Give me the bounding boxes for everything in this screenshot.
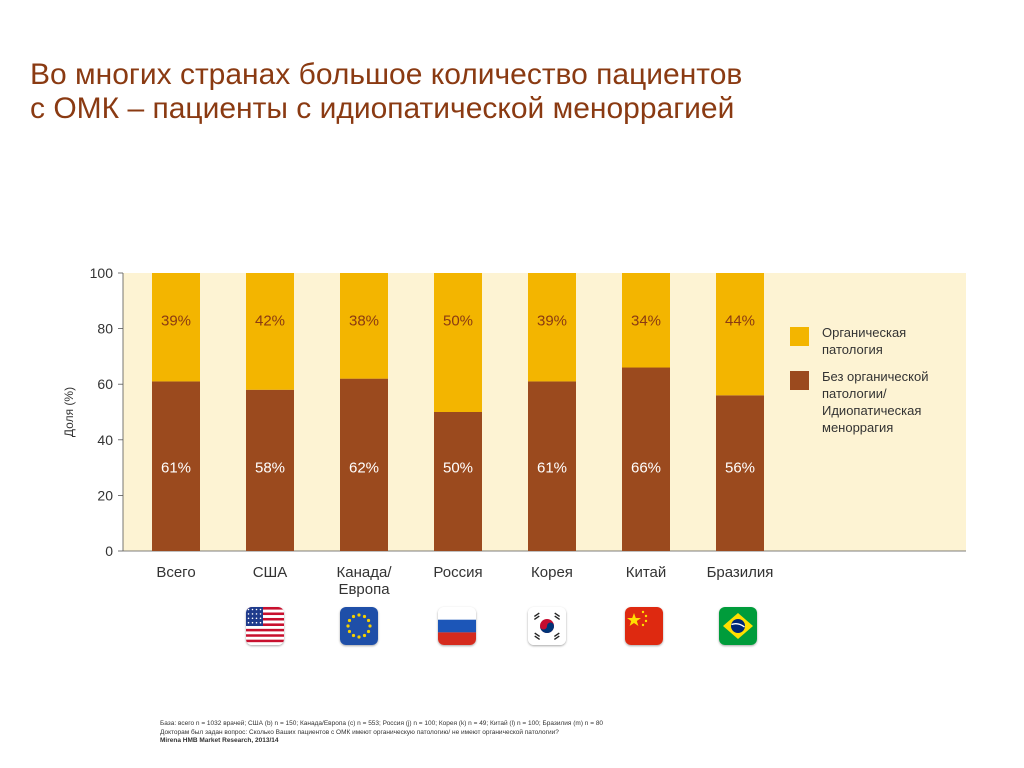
- data-label-idiopathic: 58%: [255, 460, 285, 477]
- korea-flag-icon: [528, 607, 566, 645]
- legend-swatch-idiopathic: [790, 371, 809, 390]
- bar-organic: [622, 273, 670, 368]
- bar-organic: [528, 273, 576, 382]
- legend-label: Без органической: [822, 369, 928, 384]
- legend-label: патологии/: [822, 386, 887, 401]
- data-label-idiopathic: 61%: [537, 460, 567, 477]
- legend-swatch-organic: [790, 327, 809, 346]
- x-tick-label: Бразилия: [707, 564, 774, 581]
- bar-idiopathic: [528, 381, 576, 551]
- x-tick-label: Россия: [433, 564, 482, 581]
- data-label-organic: 39%: [537, 312, 567, 329]
- x-tick-label: Канада/: [337, 564, 393, 581]
- data-label-idiopathic: 56%: [725, 460, 755, 477]
- bar-idiopathic: [716, 395, 764, 551]
- bar-organic: [434, 273, 482, 412]
- x-tick-label: Всего: [156, 564, 195, 581]
- brazil-flag-icon: [719, 607, 757, 645]
- page-title: Во многих странах большое количество пац…: [30, 58, 930, 126]
- bar-idiopathic: [340, 378, 388, 551]
- footnote: База: всего n = 1032 врачей; США (b) n =…: [160, 720, 860, 746]
- data-label-idiopathic: 50%: [443, 460, 473, 477]
- footnote-base: База: всего n = 1032 врачей; США (b) n =…: [160, 720, 604, 727]
- data-label-organic: 34%: [631, 312, 661, 329]
- legend-label: патология: [822, 342, 883, 357]
- bar-idiopathic: [246, 389, 294, 551]
- russia-flag-icon: [438, 607, 476, 645]
- bar-organic: [716, 273, 764, 396]
- bar-idiopathic: [434, 412, 482, 551]
- data-label-organic: 44%: [725, 312, 755, 329]
- y-tick-label: 40: [97, 432, 113, 448]
- y-axis-label: Доля (%): [62, 387, 76, 437]
- title-line-1: Во многих странах большое количество пац…: [30, 58, 743, 91]
- title-line-2: с ОМК – пациенты с идиопатической менорр…: [30, 92, 735, 125]
- legend-label: Органическая: [822, 325, 906, 340]
- x-tick-label: США: [253, 564, 288, 581]
- data-label-idiopathic: 66%: [631, 460, 661, 477]
- bar-organic: [246, 273, 294, 390]
- y-tick-label: 0: [105, 543, 113, 559]
- x-tick-label: Корея: [531, 564, 573, 581]
- y-tick-label: 100: [90, 265, 114, 281]
- data-label-organic: 39%: [161, 312, 191, 329]
- y-tick-label: 80: [97, 321, 113, 337]
- legend-label: меноррагия: [822, 420, 893, 435]
- legend-label: Идиопатическая: [822, 403, 921, 418]
- y-tick-label: 20: [97, 487, 113, 503]
- usa-flag-icon: [246, 607, 284, 645]
- y-tick-label: 60: [97, 376, 113, 392]
- data-label-organic: 38%: [349, 312, 379, 329]
- bar-idiopathic: [152, 381, 200, 551]
- bar-organic: [152, 273, 200, 382]
- footnote-source: Mirena HMB Market Research, 2013/14: [160, 737, 279, 744]
- data-label-idiopathic: 62%: [349, 460, 379, 477]
- x-tick-label: Китай: [626, 564, 667, 581]
- stacked-bar-chart: 0 20 40 60 80 100 Доля (%) 61% 39% Всего 58% 42% США…: [62, 265, 966, 598]
- data-label-organic: 50%: [443, 312, 473, 329]
- bar-idiopathic: [622, 367, 670, 551]
- bar-organic: [340, 273, 388, 379]
- data-label-organic: 42%: [255, 312, 285, 329]
- x-tick-label: Европа: [338, 581, 390, 598]
- china-flag-icon: [625, 607, 663, 645]
- footnote-question: Докторам был задан вопрос: Сколько Ваших…: [160, 728, 559, 736]
- eu-flag-icon: [340, 607, 378, 645]
- data-label-idiopathic: 61%: [161, 460, 191, 477]
